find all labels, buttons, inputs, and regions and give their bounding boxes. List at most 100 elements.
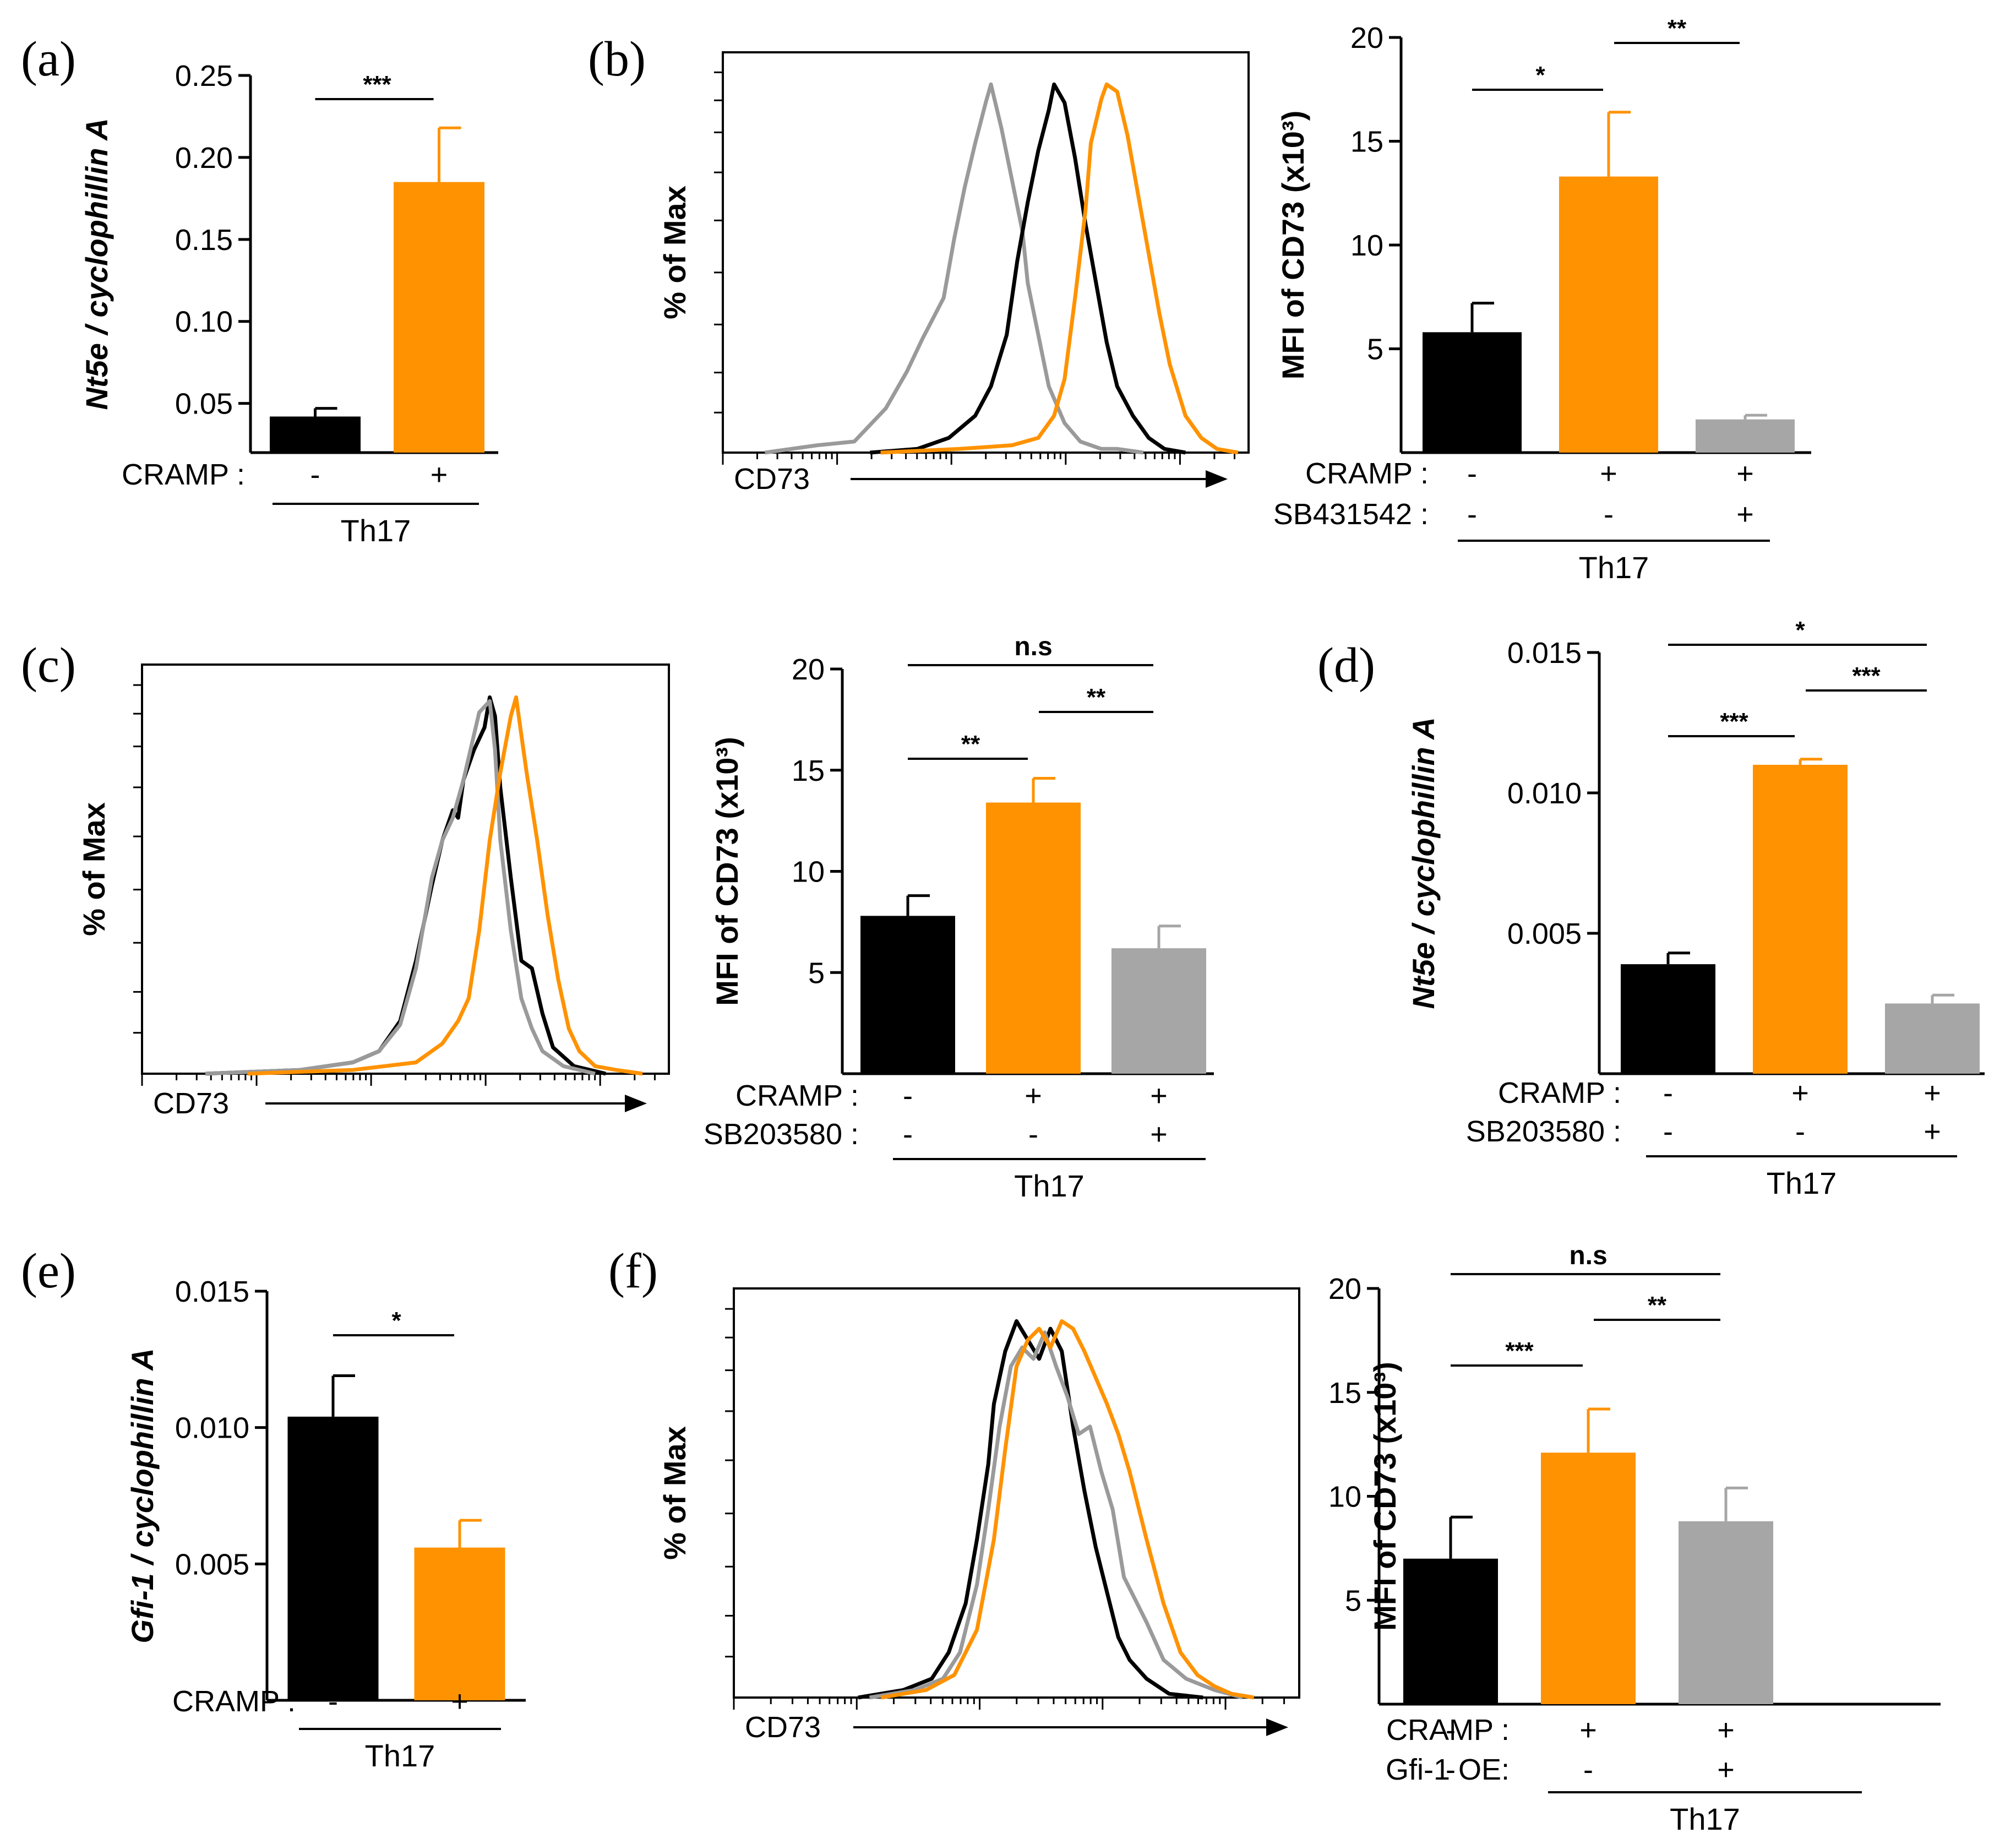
group-label: Th17 — [1670, 1802, 1740, 1833]
significance-label: * — [391, 1307, 401, 1334]
significance-label: *** — [1720, 708, 1748, 735]
bar-1 — [1423, 332, 1522, 453]
y-axis-label: Nt5e / cyclophillin A — [79, 118, 114, 410]
condition-value: - — [903, 1118, 913, 1151]
group-label: Th17 — [341, 513, 411, 548]
x-axis-label: CD73 — [153, 1087, 229, 1120]
y-tick-label: 0.15 — [175, 224, 233, 257]
y-axis-label: MFI of CD73 (x10³) — [1367, 1362, 1402, 1631]
y-tick-label: 10 — [1350, 229, 1383, 262]
x-axis-arrow-head — [1206, 470, 1228, 488]
condition-value: + — [1717, 1714, 1735, 1747]
condition-label: SB431542 : — [1273, 498, 1429, 531]
panel-label-c: (c) — [21, 638, 76, 693]
bar-2 — [1541, 1453, 1636, 1704]
y-tick-label: 20 — [1350, 21, 1383, 55]
group-label: Th17 — [365, 1738, 435, 1773]
y-tick-label: 0.005 — [1507, 917, 1582, 950]
condition-value: - — [1663, 1076, 1673, 1109]
panel-label-a: (a) — [21, 32, 76, 86]
significance-label: ** — [1668, 15, 1687, 42]
histogram-curve-3 — [880, 82, 1239, 455]
significance-label: *** — [1852, 662, 1881, 689]
condition-label: Gfi-1 OE: — [1386, 1753, 1510, 1786]
histogram-curve-1 — [205, 695, 607, 1076]
condition-value: - — [328, 1685, 338, 1718]
bar-3 — [1885, 1003, 1980, 1074]
condition-label: CRAMP : — [735, 1079, 859, 1112]
panel-label-d: (d) — [1317, 638, 1375, 693]
y-tick-label: 5 — [1345, 1584, 1361, 1617]
condition-value: - — [1446, 1753, 1456, 1786]
y-axis-label: MFI of CD73 (x10³) — [710, 737, 744, 1006]
histogram-curve-2 — [869, 1330, 1244, 1700]
x-axis-label: CD73 — [745, 1711, 821, 1744]
panel-label-f: (f) — [608, 1244, 658, 1298]
condition-value: + — [1736, 498, 1754, 531]
b-histogram-chart: % of Max CD73 — [657, 51, 1250, 496]
e-bar-chart: 0.005 0.010 0.015 Gfi-1 / cyclophillin A * CR… — [125, 1275, 526, 1773]
x-axis-label: CD73 — [734, 463, 810, 496]
bar-1 — [1621, 964, 1715, 1074]
condition-value: + — [1579, 1714, 1597, 1747]
histogram-curve-3 — [247, 695, 643, 1076]
condition-label: CRAMP : — [1498, 1076, 1621, 1109]
histogram-curve-3 — [880, 1319, 1255, 1700]
condition-value: - — [1583, 1753, 1593, 1786]
significance-label: * — [1795, 617, 1805, 644]
y-tick-label: 20 — [1328, 1272, 1361, 1306]
y-tick-label: 0.015 — [1507, 637, 1582, 670]
bar-3 — [1696, 419, 1795, 453]
y-tick-label: 0.10 — [175, 306, 233, 339]
group-label: Th17 — [1014, 1168, 1085, 1203]
condition-value: + — [1600, 457, 1617, 490]
panel-label-b: (b) — [588, 32, 646, 86]
group-label: Th17 — [1767, 1166, 1837, 1200]
y-tick-label: 0.20 — [175, 142, 233, 175]
y-tick-label: 0.25 — [175, 59, 233, 93]
condition-label: CRAMP : — [1305, 457, 1429, 490]
condition-value: + — [1924, 1115, 1941, 1148]
bar-2 — [1753, 765, 1848, 1074]
y-tick-label: 10 — [792, 856, 825, 889]
bar-1 — [287, 1416, 379, 1700]
y-tick-label: 15 — [1350, 126, 1383, 159]
bar-1 — [860, 916, 955, 1074]
significance-label: *** — [1505, 1337, 1534, 1364]
significance-label: n.s — [1014, 632, 1052, 661]
condition-label: CRAMP : — [1386, 1714, 1510, 1747]
condition-value: + — [1150, 1079, 1168, 1112]
y-tick-label: 0.005 — [175, 1548, 249, 1581]
y-tick-label: 0.05 — [175, 388, 233, 421]
bar-1 — [270, 416, 361, 453]
bar-2 — [986, 802, 1081, 1074]
condition-value: + — [1025, 1079, 1042, 1112]
condition-label: CRAMP : — [172, 1685, 296, 1718]
x-axis-arrow-head — [1266, 1718, 1288, 1736]
condition-value: - — [1467, 498, 1477, 531]
condition-value: + — [1717, 1753, 1735, 1786]
bar-3 — [1679, 1521, 1773, 1704]
x-axis-arrow-head — [625, 1095, 647, 1112]
condition-label: SB203580 : — [1466, 1115, 1621, 1148]
plot-frame — [733, 1287, 1300, 1699]
bar-2 — [1559, 176, 1658, 453]
significance-label: ** — [961, 731, 980, 758]
condition-label: CRAMP : — [122, 458, 245, 491]
significance-label: * — [1535, 62, 1545, 89]
y-axis-label: MFI of CD73 (x10³) — [1276, 111, 1310, 380]
histogram-curve-2 — [870, 82, 1186, 455]
c-histogram-chart: % of Max CD73 — [77, 663, 670, 1120]
bar-2 — [394, 182, 484, 453]
y-axis-label: Gfi-1 / cyclophillin A — [125, 1348, 160, 1643]
condition-value: + — [431, 458, 448, 491]
condition-value: + — [1924, 1076, 1941, 1109]
y-axis-label: Nt5e / cyclophillin A — [1406, 717, 1441, 1009]
bar-1 — [1403, 1558, 1498, 1704]
histogram-curve-1 — [858, 1319, 1203, 1700]
y-tick-label: 15 — [1328, 1377, 1361, 1410]
y-tick-label: 0.015 — [175, 1275, 249, 1308]
